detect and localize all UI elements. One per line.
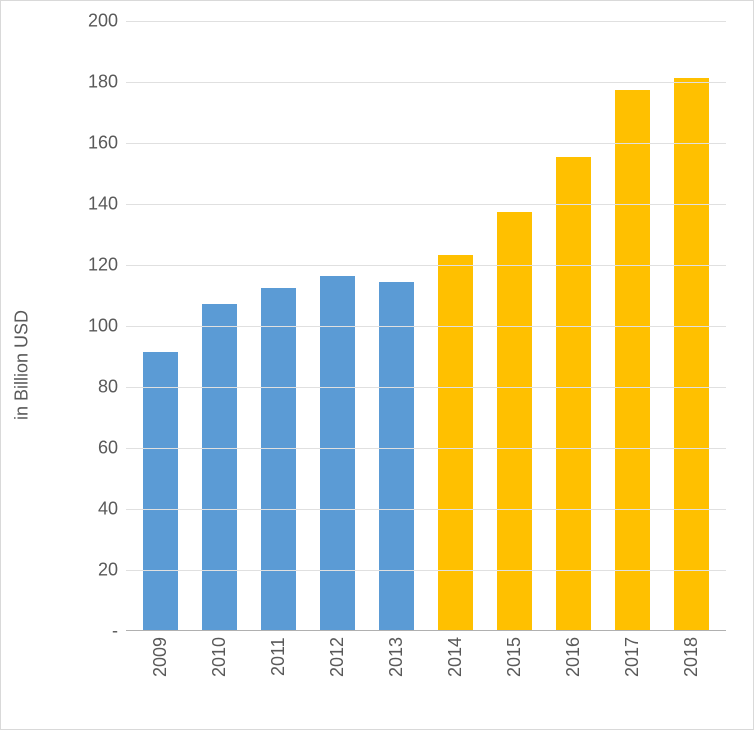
y-tick-label: 20 [38, 560, 118, 581]
y-tick-label: 60 [38, 438, 118, 459]
bar [438, 255, 472, 630]
x-tick-label: 2012 [308, 637, 367, 681]
gridline [126, 570, 726, 571]
bar [497, 212, 531, 630]
x-tick-label: 2018 [662, 637, 721, 681]
bar [261, 288, 295, 630]
gridline [126, 509, 726, 510]
bar [674, 78, 708, 630]
bar [202, 304, 236, 630]
bar [556, 157, 590, 630]
x-tick-label: 2017 [603, 637, 662, 681]
gridline [126, 82, 726, 83]
y-tick-label: 120 [38, 255, 118, 276]
y-axis-title: in Billion USD [12, 310, 33, 420]
bar-chart: in Billion USD 2009201020112012201320142… [0, 0, 754, 730]
y-tick-label: 180 [38, 72, 118, 93]
y-tick-label: 200 [38, 11, 118, 32]
y-tick-label: 160 [38, 133, 118, 154]
gridline [126, 21, 726, 22]
y-tick-label: 100 [38, 316, 118, 337]
y-tick-label: 80 [38, 377, 118, 398]
y-tick-label: 140 [38, 194, 118, 215]
x-axis-labels: 2009201020112012201320142015201620172018 [126, 637, 726, 681]
y-tick-label: 40 [38, 499, 118, 520]
bar [320, 276, 354, 630]
x-tick-label: 2014 [426, 637, 485, 681]
x-tick-label: 2010 [190, 637, 249, 681]
gridline [126, 448, 726, 449]
bar [615, 90, 649, 630]
gridline [126, 326, 726, 327]
gridline [126, 204, 726, 205]
gridline [126, 387, 726, 388]
bar [379, 282, 413, 630]
y-tick-label: - [38, 621, 118, 642]
gridline [126, 265, 726, 266]
plot-area [126, 21, 726, 631]
x-tick-label: 2016 [544, 637, 603, 681]
gridline [126, 143, 726, 144]
x-tick-label: 2015 [485, 637, 544, 681]
x-tick-label: 2013 [367, 637, 426, 681]
x-tick-label: 2011 [249, 637, 308, 681]
bar [143, 352, 177, 630]
x-tick-label: 2009 [131, 637, 190, 681]
